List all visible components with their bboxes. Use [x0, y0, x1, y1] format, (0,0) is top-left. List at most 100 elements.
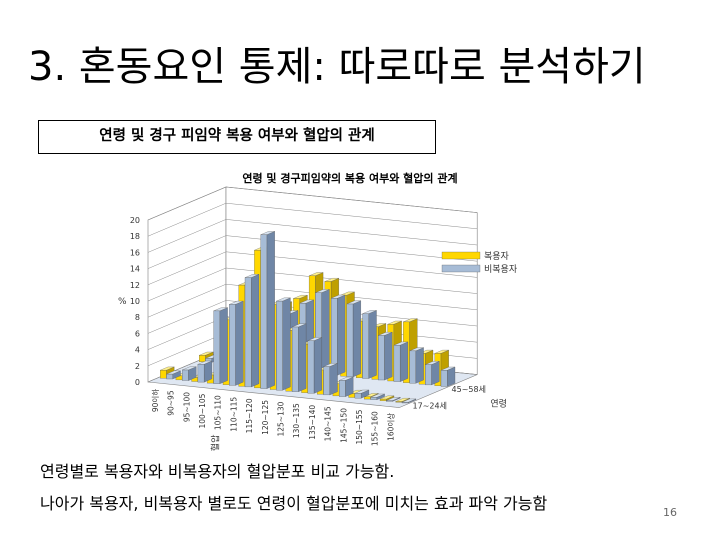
bar-front	[339, 380, 346, 397]
bar-side	[337, 294, 346, 376]
bar-side	[298, 323, 307, 393]
bar-front	[291, 326, 299, 392]
bar	[229, 300, 244, 386]
y-tick-label: 16	[130, 248, 140, 257]
depth-tick-label: 17~24세	[413, 402, 447, 411]
x-tick-label: 140~145	[324, 406, 333, 441]
bar	[213, 307, 228, 385]
bar-front	[166, 373, 173, 380]
bar	[166, 370, 181, 380]
gridline	[147, 235, 478, 269]
bar-front	[409, 350, 416, 384]
bar-front	[276, 300, 283, 391]
y-tick-label: 10	[130, 297, 140, 306]
bars	[160, 231, 456, 404]
bar	[425, 361, 440, 386]
gridline	[147, 186, 478, 221]
bar	[401, 398, 417, 404]
bar	[291, 323, 307, 393]
bar-front	[229, 304, 236, 386]
bar-chart-3d: 연령 및 경구피임약의 복용 여부와 혈압의 관계 0 2 4 6 8 10 12 14 16 18…	[118, 171, 518, 451]
bar	[370, 393, 385, 401]
chart-title: 연령 및 경구피임약의 복용 여부와 혈압의 관계	[242, 171, 457, 185]
bar-front	[425, 364, 432, 386]
bar-front	[307, 340, 315, 394]
bar	[409, 347, 424, 384]
bar-front	[323, 366, 330, 396]
bar-side	[415, 347, 424, 384]
gridline	[147, 300, 478, 334]
x-tick-label: 115~120	[245, 398, 254, 433]
bar-front	[378, 335, 385, 381]
bar	[197, 360, 213, 383]
bar	[244, 274, 260, 388]
x-tick-label: 105~110	[214, 395, 223, 430]
bar-side	[282, 297, 291, 391]
bar	[346, 300, 361, 378]
bar-front	[379, 398, 387, 401]
bar-front	[370, 397, 377, 400]
bar-side	[203, 360, 213, 383]
legend-swatch	[441, 251, 481, 260]
x-tick-label: 120~125	[261, 400, 270, 435]
x-tick-label: 110~115	[229, 397, 238, 432]
x-tick-label: 100~105	[198, 393, 207, 428]
bar-side	[266, 231, 275, 389]
gridline	[147, 251, 478, 286]
bar-front	[160, 370, 167, 379]
body-text-line-1: 연령별로 복용자와 비복용자의 혈압분포 비교 가능함.	[40, 462, 395, 481]
x-tick-label: 130~135	[292, 403, 301, 438]
bar	[393, 341, 409, 382]
bar	[276, 297, 291, 391]
y-tick-label: 4	[135, 346, 140, 355]
bar	[182, 366, 197, 381]
bar	[339, 376, 354, 397]
bar-front	[440, 370, 448, 387]
bar-front	[244, 277, 252, 388]
x-tick-label: 135~140	[308, 405, 317, 440]
bar-front	[364, 396, 371, 400]
bar-front	[260, 234, 268, 389]
x-axis: 90이하 90~95 95~100 100~105 105~110 110~115 115~…	[150, 389, 396, 451]
x-tick-label: 90이하	[150, 389, 160, 412]
bar-front	[346, 303, 354, 378]
y-tick-label: 12	[130, 281, 140, 290]
x-tick-label: 160이상	[385, 413, 395, 441]
legend-label: 비복용자	[484, 264, 518, 275]
bar-side	[219, 307, 228, 385]
depth-axis-label: 연령	[490, 397, 507, 409]
y-tick-label: 6	[135, 329, 140, 338]
bar-side	[251, 274, 260, 388]
y-axis-label: %	[118, 297, 127, 307]
bar-side	[321, 289, 330, 374]
bar-front	[395, 401, 403, 403]
x-tick-label: 90~95	[167, 390, 176, 416]
x-axis-label: 혈압	[209, 435, 221, 452]
bar-side	[399, 341, 409, 382]
bar	[354, 389, 370, 399]
bar-side	[431, 361, 440, 386]
gridline	[147, 202, 478, 237]
legend-label: 복용자	[484, 251, 510, 262]
y-tick-label: 14	[130, 265, 140, 274]
bar-front	[199, 355, 206, 362]
y-axis: 0 2 4 6 8 10 12 14 16 18 20%	[118, 216, 140, 387]
bar	[386, 397, 401, 402]
bar-front	[386, 400, 393, 402]
x-tick-label: 150~155	[355, 409, 364, 444]
page-number: 16	[663, 506, 677, 519]
bar-side	[384, 331, 393, 381]
gridline	[147, 267, 478, 302]
bar-side	[352, 300, 361, 378]
bar	[323, 363, 338, 396]
gridline	[147, 283, 478, 318]
slide-title: 3. 혼동요인 통제: 따로따로 분석하기	[28, 44, 646, 90]
bar-front	[197, 364, 205, 383]
bar-front	[401, 402, 409, 404]
bar-side	[368, 310, 377, 379]
bar-side	[235, 300, 244, 386]
y-tick-label: 0	[135, 378, 140, 387]
bar-front	[362, 313, 369, 379]
depth-tick-label: 45~58세	[452, 385, 486, 394]
y-tick-label: 18	[130, 232, 140, 241]
